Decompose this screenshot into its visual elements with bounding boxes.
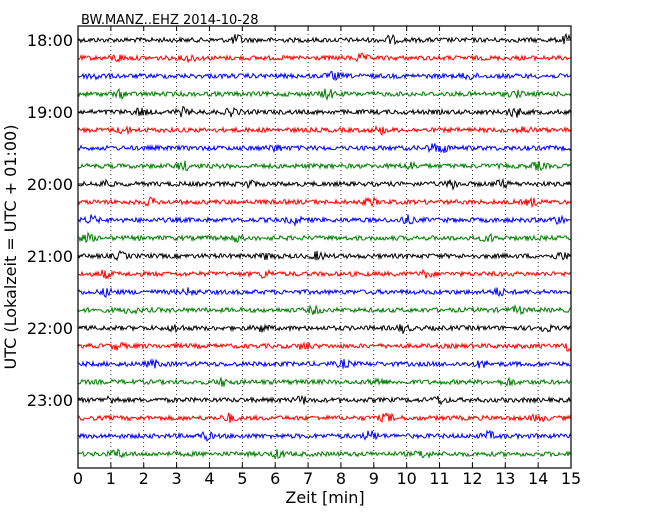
trace-2130 — [77, 287, 572, 298]
x-tick-label: 5 — [237, 469, 247, 488]
x-tick-label: 2 — [139, 469, 149, 488]
y-tick-label: 22:00 — [27, 319, 73, 338]
chart-title: BW.MANZ..EHZ 2014-10-28 — [81, 13, 259, 28]
y-axis-label: UTC (Lokalzeit = UTC + 01:00) — [1, 125, 20, 370]
trace-1845 — [77, 87, 572, 102]
trace-group — [77, 32, 572, 460]
x-tick-label: 0 — [73, 469, 83, 488]
trace-2115 — [77, 268, 572, 280]
y-tick-label: 20:00 — [27, 175, 73, 194]
x-tick-label: 15 — [561, 469, 581, 488]
x-tick-label: 4 — [204, 469, 214, 488]
trace-2245 — [77, 376, 572, 387]
x-tick-label: 14 — [528, 469, 548, 488]
y-tick-label: 21:00 — [27, 247, 73, 266]
trace-1945 — [77, 160, 572, 172]
trace-2315 — [77, 412, 572, 424]
trace-2145 — [77, 304, 572, 316]
x-tick-label: 6 — [270, 469, 280, 488]
x-tick-labels: 0 1 2 3 4 5 6 7 8 9 10 11 12 13 14 15 — [73, 469, 581, 488]
y-tick-label: 18:00 — [27, 31, 73, 50]
trace-2015 — [77, 195, 572, 209]
plot-frame — [77, 25, 572, 469]
x-tick-label: 13 — [495, 469, 515, 488]
trace-1930 — [77, 143, 572, 154]
trace-2100 — [77, 250, 572, 262]
trace-2330 — [77, 429, 572, 443]
trace-2230 — [77, 358, 572, 369]
y-tick-labels: 18:00 19:00 20:00 21:00 22:00 23:00 — [27, 31, 73, 410]
trace-2215 — [77, 341, 572, 352]
x-tick-label: 10 — [396, 469, 416, 488]
x-tick-label: 3 — [172, 469, 182, 488]
x-tick-label: 9 — [369, 469, 379, 488]
x-tick-label: 11 — [429, 469, 449, 488]
trace-1815 — [77, 52, 572, 64]
trace-1800 — [77, 32, 572, 46]
trace-2000 — [77, 177, 572, 192]
grid-lines — [110, 26, 539, 468]
y-tick-label: 19:00 — [27, 103, 73, 122]
x-tick-label: 1 — [106, 469, 116, 488]
trace-2200 — [77, 323, 572, 335]
x-tick-label: 8 — [336, 469, 346, 488]
trace-2030 — [77, 214, 572, 228]
trace-1900 — [77, 105, 572, 118]
x-tick-label: 12 — [462, 469, 482, 488]
trace-1915 — [77, 125, 572, 136]
x-axis-label: Zeit [min] — [285, 488, 364, 507]
trace-2300 — [77, 394, 572, 406]
trace-1830 — [77, 70, 572, 82]
y-tick-label: 23:00 — [27, 391, 73, 410]
trace-2345 — [77, 448, 572, 460]
x-tick-label: 7 — [303, 469, 313, 488]
trace-2045 — [77, 231, 572, 244]
